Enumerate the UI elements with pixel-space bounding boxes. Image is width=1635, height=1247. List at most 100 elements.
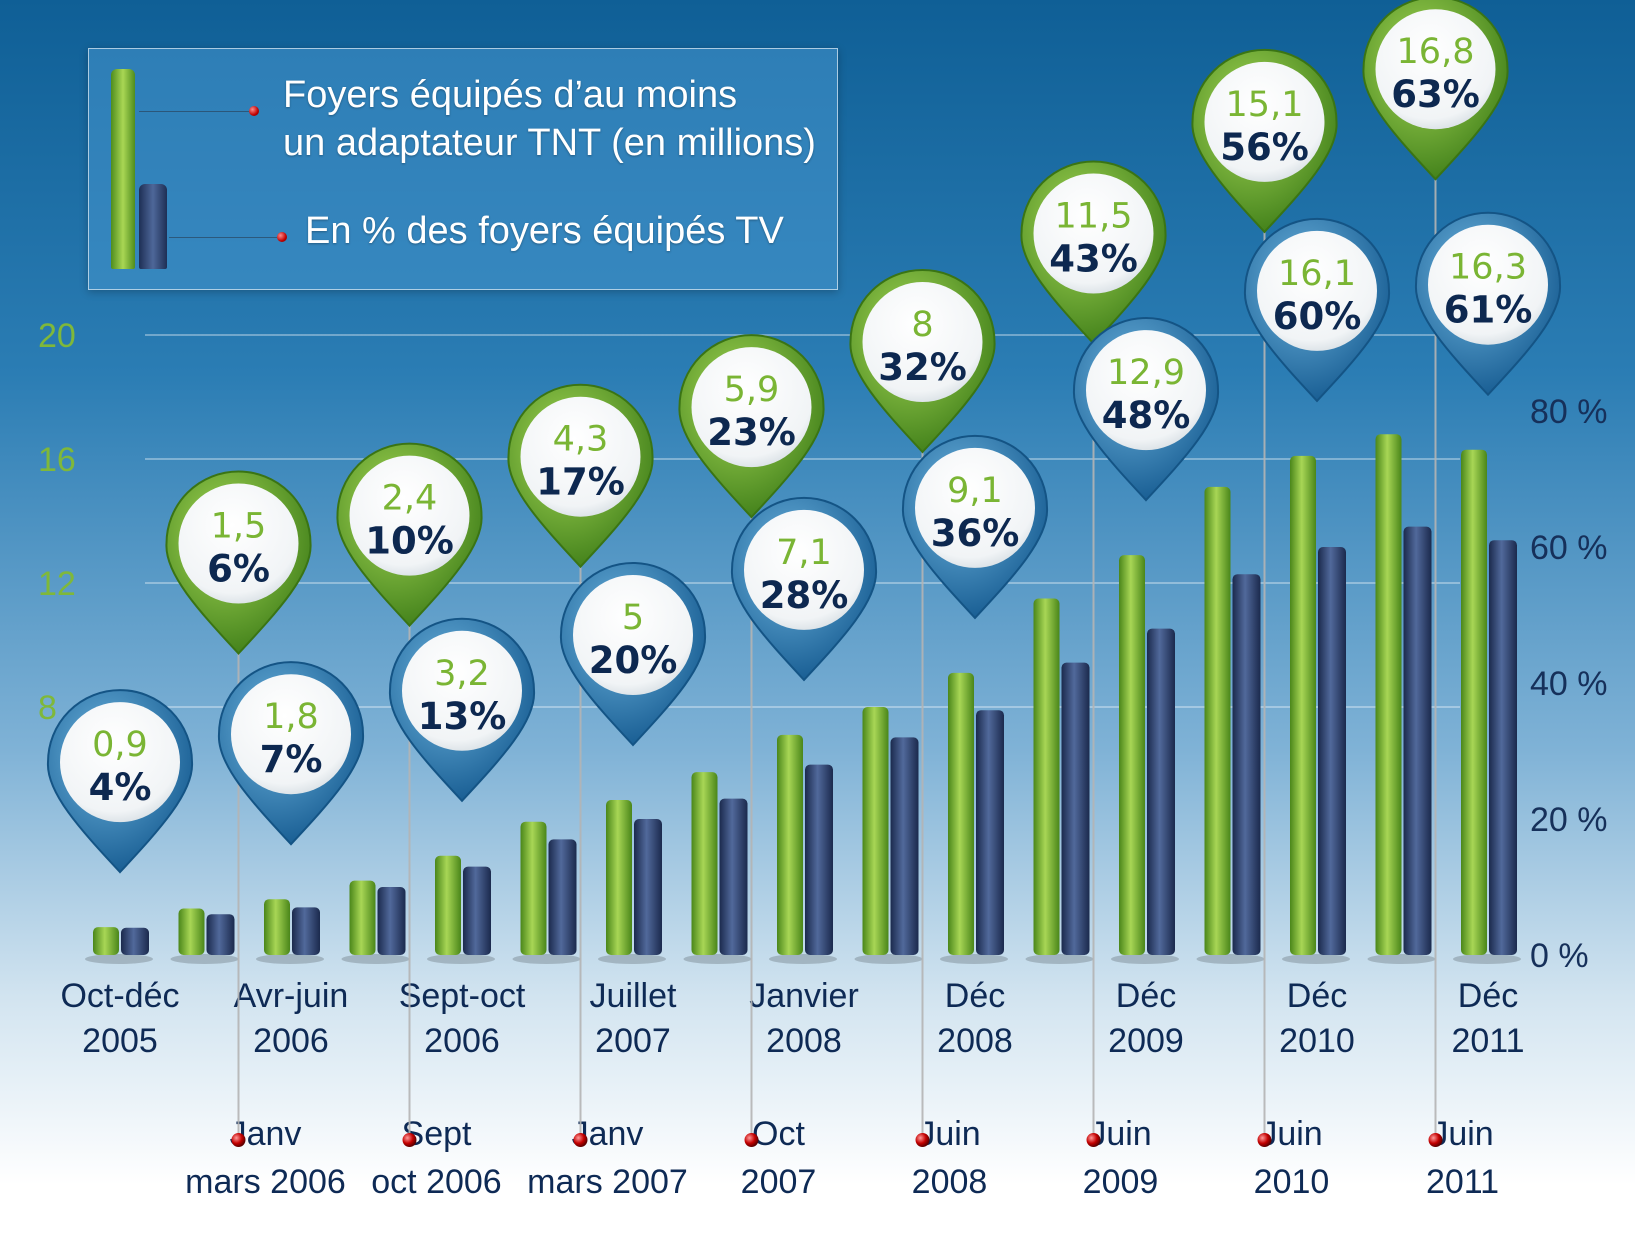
pin-value-percent: 7% (260, 738, 323, 781)
bar-percent-tv (1061, 662, 1090, 955)
pin-value-millions: 12,9 (1107, 353, 1185, 393)
stem-dot (744, 1133, 759, 1147)
category-label: 2009 (1083, 1163, 1159, 1201)
pin-face (1375, 9, 1496, 130)
pin-value-millions: 5 (622, 598, 644, 638)
pin-face (231, 674, 351, 795)
right-tick-label: 20 % (1530, 801, 1608, 839)
bar-shadow (1367, 954, 1436, 964)
pin-face (862, 282, 983, 402)
bar-shadow (769, 954, 837, 964)
bar-percent-tv (463, 866, 491, 955)
bar-percent-tv (1403, 526, 1432, 955)
pin-value-percent: 23% (707, 411, 796, 454)
category-label: 2011 (1451, 1022, 1524, 1060)
bar-foyers-tnt (691, 772, 718, 955)
bar-shadow (1025, 954, 1094, 964)
bar-percent-tv (976, 710, 1004, 955)
bar-shadow (256, 954, 324, 964)
legend-label-blue: En % des foyers équipés TV (305, 210, 784, 252)
bar-shadow (940, 954, 1008, 964)
left-tick-label: 16 (38, 441, 76, 479)
bar-shadow (598, 954, 666, 964)
right-tick-label: 60 % (1530, 529, 1608, 567)
bar-percent-tv (805, 764, 833, 955)
bar-shadow (1282, 954, 1350, 964)
category-label: mars 2006 (185, 1163, 346, 1201)
right-tick-label: 40 % (1530, 665, 1608, 703)
pin-value-percent: 61% (1444, 289, 1533, 332)
category-label: Oct-déc (60, 977, 179, 1015)
pin-value-percent: 17% (536, 461, 625, 504)
category-label: 2007 (741, 1163, 817, 1201)
pin-value-millions: 16,8 (1397, 32, 1475, 72)
pin-value-millions: 2,4 (382, 479, 438, 519)
pin-value-percent: 13% (418, 695, 507, 738)
pin-value-millions: 4,3 (553, 420, 609, 460)
bar-foyers-tnt (264, 899, 290, 955)
legend-leader-line-green (139, 111, 249, 112)
stem-dot (231, 1133, 246, 1147)
pin-value-percent: 56% (1220, 126, 1309, 169)
pin-value-percent: 20% (589, 639, 678, 682)
category-label: Déc (1116, 977, 1176, 1015)
pin-value-millions: 8 (911, 305, 933, 345)
category-label: Juin (1431, 1115, 1493, 1153)
category-label: 2008 (912, 1163, 988, 1201)
bar-foyers-tnt (520, 821, 547, 955)
pin-face (349, 455, 470, 576)
bar-percent-tv (1489, 540, 1517, 955)
stem-dot (915, 1133, 930, 1147)
bar-foyers-tnt (948, 672, 974, 955)
pin-value-percent: 32% (878, 346, 967, 389)
pin-value-millions: 1,8 (263, 697, 319, 737)
bar-shadow (341, 954, 410, 964)
bar-shadow (854, 954, 923, 964)
pin-face (573, 575, 693, 695)
pin-face (1033, 173, 1154, 294)
stem-dot (1257, 1133, 1272, 1147)
bar-foyers-tnt (178, 908, 205, 955)
pin-value-millions: 1,5 (211, 507, 267, 547)
pin-face (402, 630, 522, 751)
category-label: 2005 (82, 1022, 158, 1060)
category-label: Déc (1287, 977, 1347, 1015)
bar-foyers-tnt (1204, 486, 1231, 955)
category-label: Sept (402, 1115, 472, 1153)
category-label: mars 2007 (527, 1163, 688, 1201)
pin-face (520, 396, 641, 517)
bar-shadow (1196, 954, 1265, 964)
bar-foyers-tnt (1119, 555, 1145, 955)
stem-dot (1428, 1133, 1443, 1147)
bar-shadow (683, 954, 752, 964)
category-label: Janvier (749, 977, 859, 1015)
category-label: 2009 (1108, 1022, 1184, 1060)
category-label: Oct (752, 1115, 805, 1153)
bar-percent-tv (634, 819, 662, 955)
bar-percent-tv (292, 907, 320, 955)
bar-foyers-tnt (1033, 598, 1060, 955)
bar-foyers-tnt (349, 880, 376, 955)
left-tick-label: 8 (38, 689, 57, 727)
stem-dot (1086, 1133, 1101, 1147)
pin-value-percent: 43% (1049, 238, 1138, 281)
category-label: 2010 (1279, 1022, 1355, 1060)
legend: Foyers équipés d’au moins un adaptateur … (88, 48, 838, 290)
bar-percent-tv (890, 737, 919, 955)
bar-foyers-tnt (1290, 455, 1316, 955)
pin-value-millions: 3,2 (434, 654, 490, 694)
legend-dot-green (249, 106, 259, 116)
category-label: oct 2006 (371, 1163, 501, 1201)
pin-value-percent: 6% (207, 548, 270, 591)
category-label: 2006 (253, 1022, 329, 1060)
bar-shadow (512, 954, 581, 964)
bar-shadow (170, 954, 239, 964)
category-label: Juin (918, 1115, 980, 1153)
legend-label-green: Foyers équipés d’au moins un adaptateur … (283, 71, 823, 167)
pin-value-millions: 7,1 (776, 533, 832, 573)
pin-face (1086, 330, 1206, 451)
category-label: 2011 (1426, 1163, 1499, 1201)
pin-value-percent: 36% (931, 512, 1020, 555)
bar-shadow (1111, 954, 1179, 964)
